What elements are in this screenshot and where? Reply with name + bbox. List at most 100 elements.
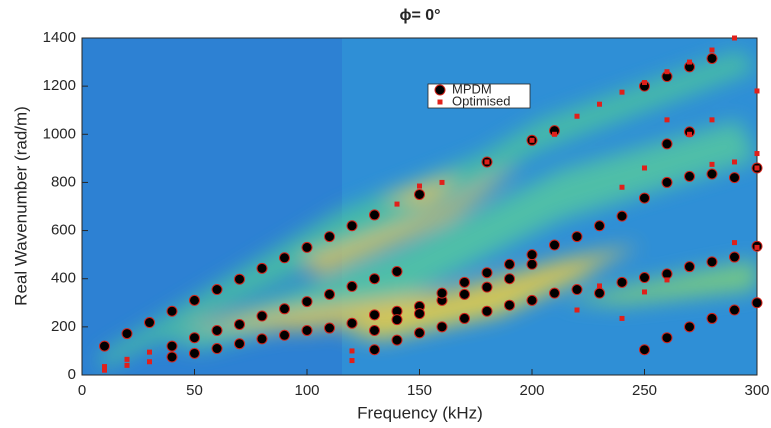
x-tick-label: 100 [294,382,319,399]
mpdm-point [211,284,223,296]
mpdm-point [661,176,673,188]
optimised-point [597,101,602,107]
mpdm-point [369,209,380,221]
mpdm-point [436,287,448,299]
mpdm-point [571,284,583,296]
mpdm-point [189,294,200,306]
mpdm-point [526,294,538,306]
mpdm-point [549,239,560,251]
optimised-point [417,183,422,189]
optimised-point [124,362,130,368]
mpdm-point [504,258,515,270]
mpdm-point [414,188,425,200]
mpdm-point [706,312,718,324]
mpdm-point [481,281,493,293]
y-tick-label: 1400 [43,29,76,46]
mpdm-point [459,276,470,288]
optimised-point [529,137,535,143]
optimised-point [619,89,625,95]
mpdm-point [211,343,223,355]
optimised-point [709,161,715,167]
mpdm-point [234,318,245,330]
optimised-point [394,201,400,207]
mpdm-point [99,340,110,352]
optimised-point [642,165,647,171]
mpdm-point [526,258,538,270]
optimised-point [642,80,647,86]
mpdm-point [166,305,178,317]
mpdm-point [256,333,268,345]
x-axis-label: Frequency (kHz) [357,403,483,422]
optimised-point [732,240,737,246]
optimised-point [349,348,355,354]
mpdm-point [459,312,470,324]
mpdm-point [234,338,245,350]
mpdm-point [639,192,650,204]
mpdm-point [594,220,605,232]
mpdm-point [684,261,695,273]
mpdm-point [414,327,425,339]
legend-label: MPDM [452,81,492,96]
optimised-point [124,356,130,362]
mpdm-point [481,267,493,279]
mpdm-point [234,273,245,285]
y-tick-label: 800 [51,173,76,190]
mpdm-point [301,324,313,336]
optimised-point [597,283,602,289]
chart-title: ϕ= 0° [399,7,440,24]
x-tick-label: 200 [519,382,544,399]
optimised-point [619,315,625,321]
mpdm-point [256,310,268,322]
mpdm-point [571,231,583,243]
mpdm-point [166,340,178,352]
mpdm-point [751,297,763,309]
optimised-point [754,165,760,171]
optimised-point [574,307,580,313]
optimised-point [754,244,760,250]
mpdm-point [594,287,605,299]
optimised-point [102,367,107,373]
mpdm-point [166,351,178,363]
mpdm-point [616,276,628,288]
mpdm-point [256,262,268,274]
x-tick-label: 250 [632,382,657,399]
optimised-point [687,131,692,137]
optimised-point [709,117,715,123]
mpdm-point [189,347,200,359]
y-tick-label: 1000 [43,125,76,142]
optimised-point [732,159,737,165]
mpdm-point [481,305,493,317]
mpdm-point [301,241,313,253]
mpdm-point [211,324,223,336]
x-tick-label: 150 [407,382,432,399]
mpdm-point [346,220,358,232]
mpdm-point [639,272,650,284]
optimised-point [439,179,445,185]
mpdm-point [369,324,380,336]
mpdm-point [301,296,313,308]
y-tick-label: 600 [51,222,76,239]
mpdm-point [121,328,133,340]
optimised-point [147,349,152,355]
heatmap-background [82,38,757,375]
optimised-point [754,151,760,157]
mpdm-point [279,252,290,264]
y-axis-label: Real Wavenumber (rad/m) [11,106,30,306]
mpdm-point [434,84,446,96]
optimised-point [642,289,647,295]
mpdm-point [616,210,628,222]
optimised-point [102,364,107,370]
optimised-point [687,59,692,65]
mpdm-point [414,308,425,320]
mpdm-point [549,287,560,299]
mpdm-point [684,170,695,182]
optimised-point [664,277,670,283]
mpdm-point [459,288,470,300]
mpdm-point [144,317,155,329]
legend-label: Optimised [452,93,511,108]
mpdm-point [369,273,380,285]
mpdm-point [729,251,740,263]
mpdm-point [369,344,380,356]
